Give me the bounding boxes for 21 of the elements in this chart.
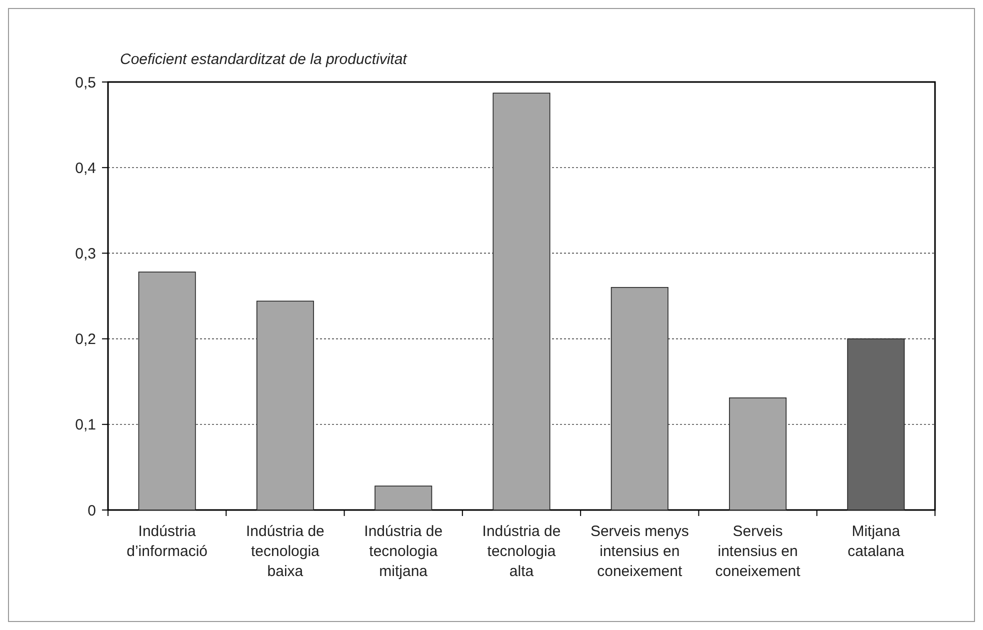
y-tick-label: 0,5 [75,74,96,92]
bar [610,287,668,510]
x-tick-label: Indústria de tecnologia mitjana [364,523,443,580]
x-tick-label: Indústria de tecnologia alta [482,523,561,580]
x-tick-label: Serveis menys intensius en coneixement [590,523,689,580]
bar [138,272,196,510]
bar [729,397,787,510]
y-tick-label: 0,1 [75,416,96,434]
y-tick-label: 0 [88,502,96,520]
y-tick-label: 0,3 [75,245,96,262]
bar [492,92,550,510]
bar [847,338,905,510]
x-tick-label: Mitjana catalana [848,523,905,560]
x-tick-label: Indústria d’informació [126,523,208,560]
y-axis-title: Coeficient estandarditzat de la productivitat [120,51,408,68]
bar [374,486,432,510]
bar [256,300,314,510]
y-tick-label: 0,4 [75,160,96,177]
y-tick-label: 0,2 [75,331,96,348]
x-tick-label: Indústria de tecnologia baixa [246,523,324,580]
x-tick-label: Serveis intensius en coneixement [715,523,802,580]
